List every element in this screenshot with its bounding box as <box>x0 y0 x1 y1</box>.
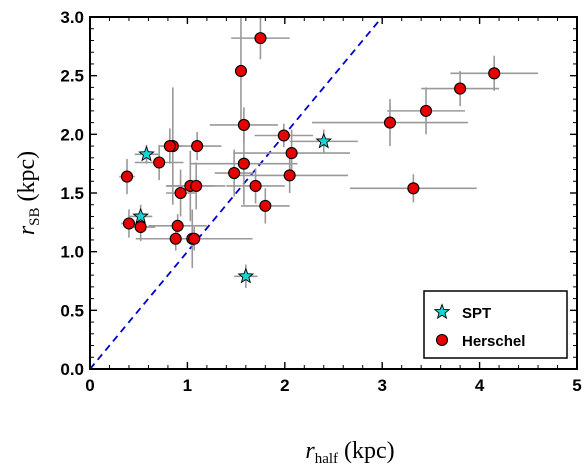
tick-labels: 0 1 2 3 4 5 0.0 0.5 1.0 1.5 2.0 2.5 3.0 <box>60 8 581 395</box>
herschel-point <box>153 156 166 169</box>
spt-point <box>138 145 155 162</box>
herschel-point <box>277 129 290 142</box>
y-tick-label: 2.0 <box>60 125 84 144</box>
y-tick-label: 3.0 <box>60 8 84 27</box>
legend-box <box>423 290 568 359</box>
herschel-point <box>407 182 420 195</box>
herschel-point <box>171 219 184 232</box>
y-tick-label: 0.0 <box>60 360 84 379</box>
x-axis-title: rhalf (kpc) <box>305 438 394 467</box>
herschel-point <box>283 169 296 182</box>
axis-ticks <box>89 16 578 370</box>
spt-point <box>315 132 333 149</box>
herschel-point <box>383 116 397 129</box>
herschel-point <box>454 82 467 95</box>
legend: SPT Herschel <box>423 290 568 359</box>
herschel-point <box>237 118 250 131</box>
herschel-point <box>488 67 501 80</box>
reference-line-y-equals-x <box>89 16 383 370</box>
circle-icon <box>435 333 449 347</box>
herschel-point <box>169 232 182 245</box>
y-tick-label: 1.5 <box>60 184 84 203</box>
legend-herschel-marker <box>435 333 449 347</box>
herschel-point <box>163 140 176 153</box>
y-tick-label: 2.5 <box>60 67 84 86</box>
spt-point <box>237 267 255 284</box>
herschel-point <box>188 232 201 245</box>
x-tick-label: 5 <box>572 376 581 395</box>
herschel-point <box>234 64 248 78</box>
herschel-point <box>254 32 267 45</box>
herschel-point <box>285 147 298 160</box>
herschel-point <box>249 179 262 193</box>
plot-content <box>89 16 539 370</box>
herschel-point <box>191 140 204 153</box>
herschel-point <box>190 179 203 193</box>
herschel-point <box>259 199 272 212</box>
x-tick-label: 4 <box>475 376 485 395</box>
x-tick-label: 2 <box>280 376 289 395</box>
star-icon <box>433 303 451 320</box>
herschel-point <box>134 220 147 234</box>
x-tick-label: 3 <box>377 376 386 395</box>
legend-spt-label: SPT <box>462 305 491 322</box>
herschel-point <box>174 186 187 200</box>
herschel-point <box>122 217 136 230</box>
herschel-point <box>228 167 241 180</box>
y-tick-label: 0.5 <box>60 301 84 320</box>
x-tick-label: 0 <box>85 376 94 395</box>
herschel-point <box>120 170 134 183</box>
y-tick-label: 1.0 <box>60 243 84 262</box>
herschel-point <box>237 157 250 170</box>
legend-spt-marker <box>433 303 451 320</box>
spt-point <box>132 207 149 224</box>
x-tick-label: 1 <box>183 376 192 395</box>
herschel-point <box>419 104 433 117</box>
legend-herschel-label: Herschel <box>462 333 525 350</box>
y-axis-title: rSB (kpc) <box>14 151 43 235</box>
